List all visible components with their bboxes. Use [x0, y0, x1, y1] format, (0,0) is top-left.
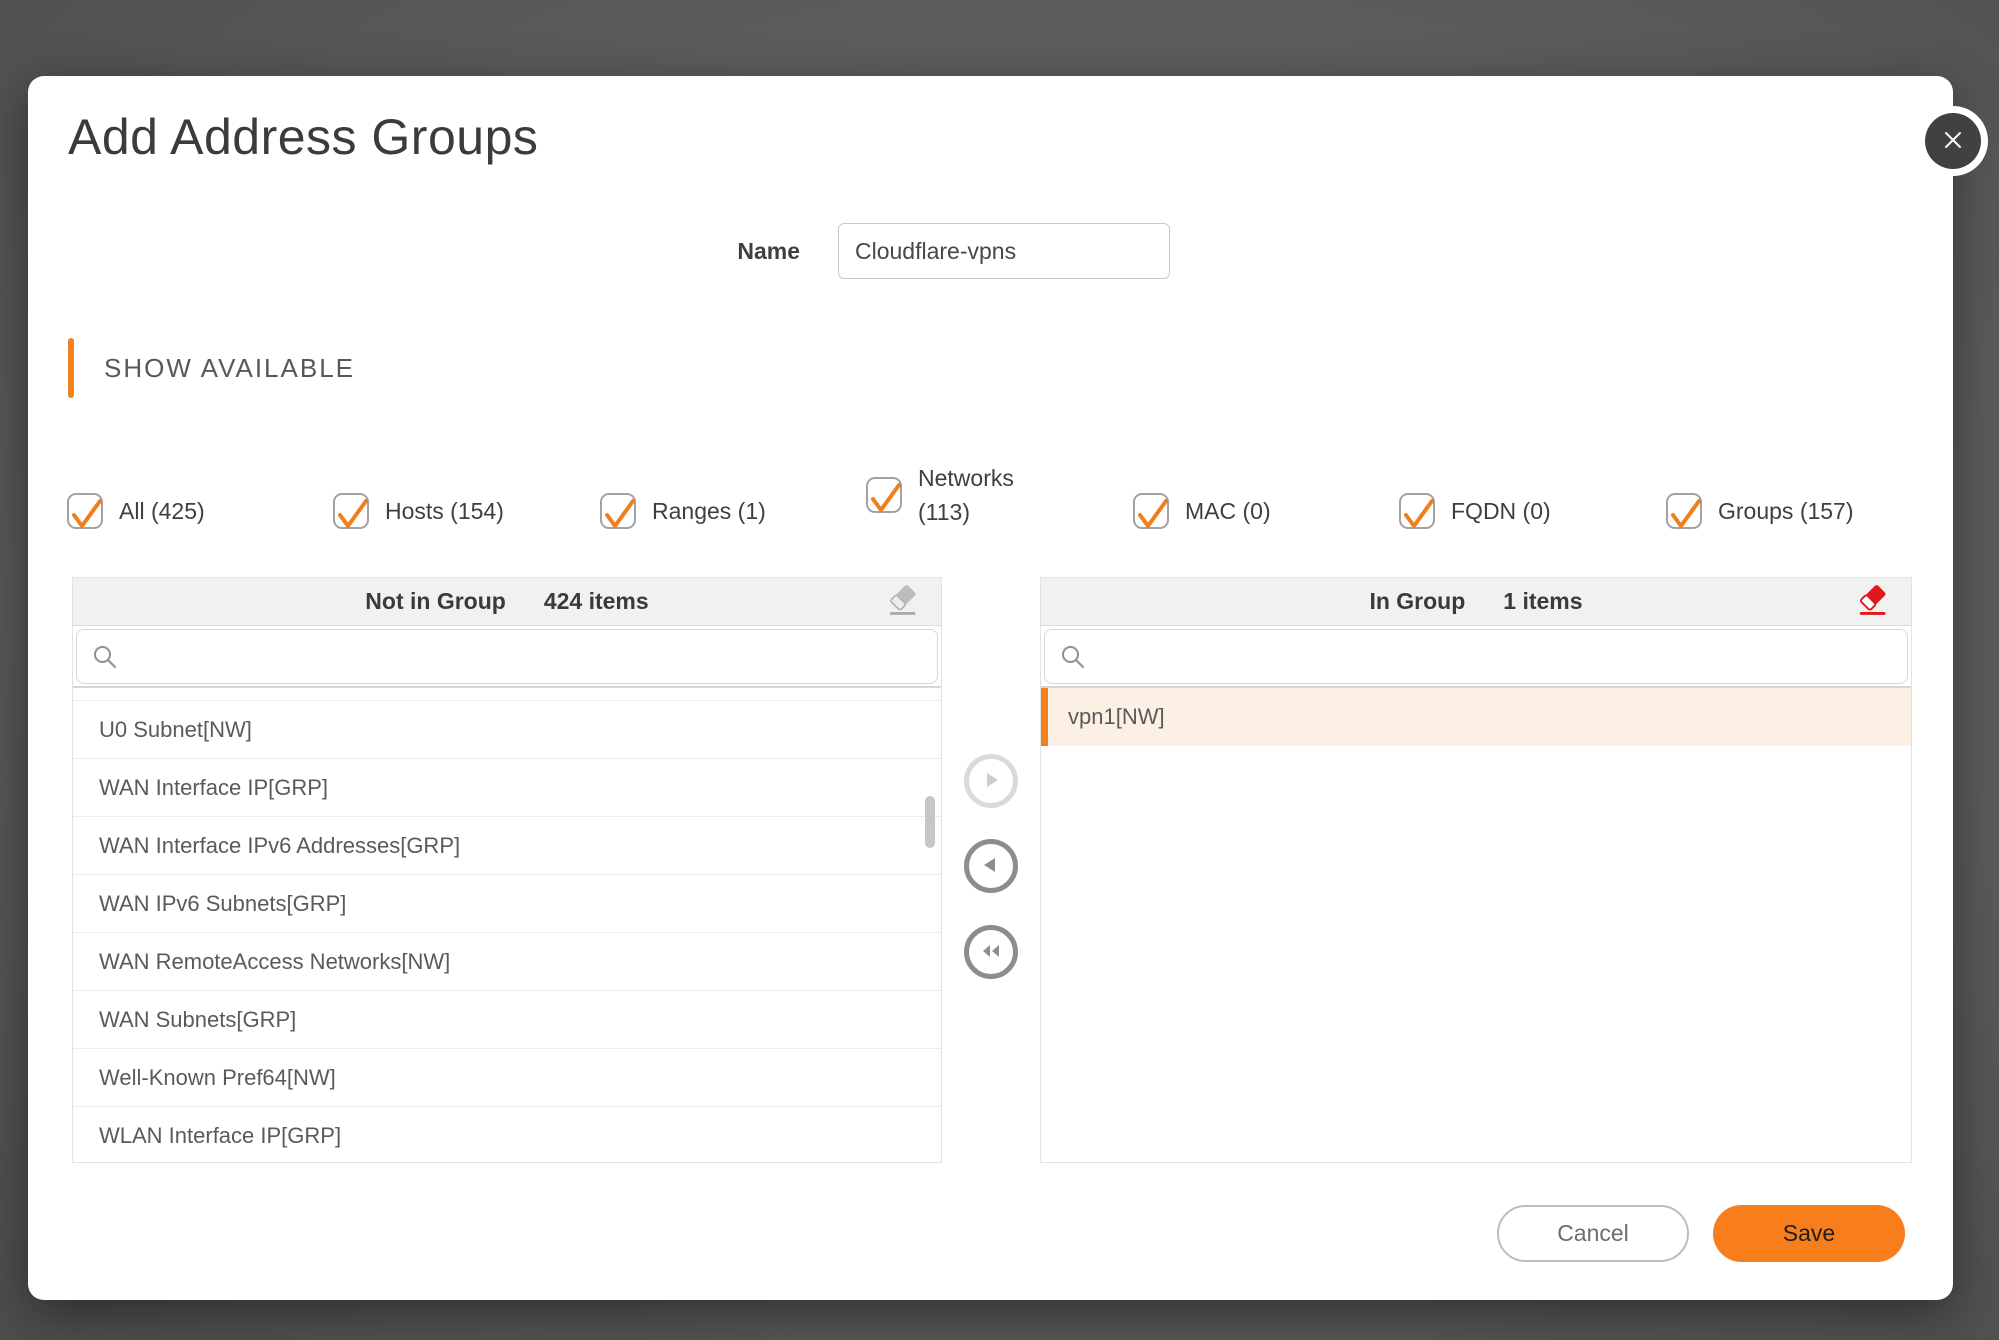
filter-all: All (425)	[67, 475, 205, 547]
add-address-groups-dialog: Add Address Groups Name SHOW AVAILABLE A…	[28, 76, 1981, 1300]
checkbox-ranges[interactable]	[600, 493, 636, 529]
not-in-group-search-input[interactable]	[77, 630, 937, 683]
panel-title: In Group	[1369, 588, 1466, 614]
move-right-button[interactable]	[964, 754, 1018, 808]
in-group-header: In Group 1 items	[1041, 578, 1911, 626]
clear-selection-button[interactable]	[881, 580, 925, 624]
move-left-button[interactable]	[964, 839, 1018, 893]
list-item[interactable]: WAN RemoteAccess Networks[NW]	[73, 933, 941, 991]
checkbox-networks[interactable]	[866, 477, 902, 513]
name-field-label: Name	[737, 238, 800, 264]
eraser-icon	[884, 581, 922, 622]
eraser-red-icon	[1854, 581, 1892, 622]
in-group-search-input[interactable]	[1045, 630, 1907, 683]
list-item[interactable]: WLAN Interface IP[GRP]	[73, 1107, 941, 1162]
move-all-left-button[interactable]	[964, 925, 1018, 979]
name-field[interactable]	[838, 223, 1170, 279]
filter-label: Ranges (1)	[652, 497, 766, 524]
checkbox-all[interactable]	[67, 493, 103, 529]
filter-networks: Networks (113)	[866, 459, 1068, 531]
filter-label: FQDN (0)	[1451, 497, 1551, 524]
list-item[interactable]: WAN Interface IP[GRP]	[73, 759, 941, 817]
filter-hosts: Hosts (154)	[333, 475, 504, 547]
list-item-partial	[73, 688, 941, 701]
filter-groups: Groups (157)	[1666, 475, 1854, 547]
checkbox-hosts[interactable]	[333, 493, 369, 529]
close-icon	[1940, 127, 1966, 156]
page-title: Add Address Groups	[68, 109, 539, 165]
not-in-group-list: U0 Subnet[NW] WAN Interface IP[GRP] WAN …	[73, 688, 941, 1162]
filter-label: All (425)	[119, 497, 205, 524]
in-group-panel: In Group 1 items	[1040, 577, 1912, 1163]
not-in-group-search-row	[73, 626, 941, 688]
not-in-group-header: Not in Group 424 items	[73, 578, 941, 626]
not-in-group-panel: Not in Group 424 items	[72, 577, 942, 1163]
list-item[interactable]: WAN Interface IPv6 Addresses[GRP]	[73, 817, 941, 875]
filter-mac: MAC (0)	[1133, 475, 1271, 547]
list-item[interactable]: Well-Known Pref64[NW]	[73, 1049, 941, 1107]
checkbox-fqdn[interactable]	[1399, 493, 1435, 529]
save-button[interactable]: Save	[1713, 1205, 1905, 1262]
list-item[interactable]: WAN IPv6 Subnets[GRP]	[73, 875, 941, 933]
filter-fqdn: FQDN (0)	[1399, 475, 1551, 547]
filter-label: MAC (0)	[1185, 497, 1271, 524]
scrollbar[interactable]	[925, 796, 935, 848]
selected-list-item[interactable]: vpn1[NW]	[1041, 688, 1911, 746]
checkbox-mac[interactable]	[1133, 493, 1169, 529]
close-button[interactable]	[1925, 113, 1981, 169]
filter-label: Hosts (154)	[385, 497, 504, 524]
clear-all-button[interactable]	[1851, 580, 1895, 624]
list-item[interactable]: WAN Subnets[GRP]	[73, 991, 941, 1049]
move-left-icon	[979, 853, 1003, 880]
in-group-search-row	[1041, 626, 1911, 688]
panel-item-count: 424 items	[543, 588, 649, 614]
filter-ranges: Ranges (1)	[600, 475, 766, 547]
show-available-section: SHOW AVAILABLE	[68, 338, 355, 398]
panel-item-count: 1 items	[1503, 588, 1583, 614]
panel-title: Not in Group	[365, 588, 506, 614]
checkbox-groups[interactable]	[1666, 493, 1702, 529]
in-group-list: vpn1[NW]	[1041, 688, 1911, 1162]
move-right-icon	[979, 768, 1003, 795]
section-accent-bar	[68, 338, 74, 398]
section-title: SHOW AVAILABLE	[104, 352, 356, 383]
list-item[interactable]: U0 Subnet[NW]	[73, 701, 941, 759]
filter-label: Groups (157)	[1718, 497, 1854, 524]
move-all-left-icon	[978, 939, 1004, 966]
filter-label: Networks (113)	[918, 464, 1014, 526]
cancel-button[interactable]: Cancel	[1497, 1205, 1689, 1262]
